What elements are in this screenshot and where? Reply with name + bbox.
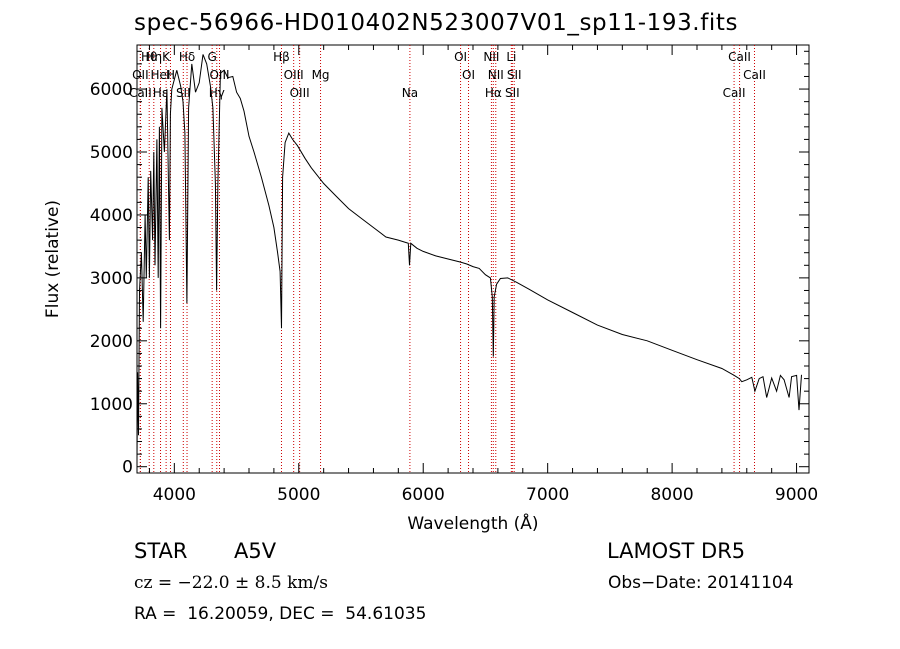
y-tick-label: 1000 (90, 395, 133, 415)
line-label: Na (402, 86, 418, 100)
line-label: HeI (151, 68, 171, 82)
object-class: STAR (134, 539, 188, 563)
line-label: Hθ (141, 50, 157, 64)
line-label: NII (483, 50, 499, 64)
line-label: OI (462, 68, 475, 82)
line-label: CaII (728, 50, 751, 64)
x-tick-label: 9000 (775, 485, 818, 505)
y-tick-label: 3000 (90, 269, 133, 289)
line-label: Mg (312, 68, 330, 82)
plot-frame (136, 44, 810, 474)
chart-title: spec-56966-HD010402N523007V01_sp11-193.f… (134, 10, 739, 36)
x-tick-label: 8000 (650, 485, 693, 505)
y-tick-label: 4000 (90, 206, 133, 226)
line-label: Hε (153, 86, 169, 100)
x-tick-label: 4000 (153, 485, 196, 505)
line-label: OI (454, 50, 467, 64)
y-tick-label: 5000 (90, 143, 133, 163)
x-tick-label: 7000 (526, 485, 569, 505)
line-label: H (166, 68, 175, 82)
line-label: Li (506, 50, 516, 64)
line-label: CaII (723, 86, 746, 100)
line-label: CaII (743, 68, 766, 82)
line-label: G (208, 50, 217, 64)
y-tick-label: 6000 (90, 80, 133, 100)
line-label: Hα (485, 86, 502, 100)
line-label: SII (176, 86, 191, 100)
spectrum-series (136, 54, 802, 461)
line-label: NII (488, 68, 504, 82)
x-tick-label: 5000 (277, 485, 320, 505)
x-tick-label: 6000 (402, 485, 445, 505)
line-label: SII (507, 68, 522, 82)
line-label: Hδ (179, 50, 195, 64)
line-label: OIII (290, 86, 310, 100)
line-label: OII (132, 68, 149, 82)
spectral-type: A5V (234, 539, 277, 563)
line-label: Hβ (273, 50, 290, 64)
line-label: Hγ (209, 86, 225, 100)
line-label: SII (505, 86, 520, 100)
survey-name: LAMOST DR5 (607, 539, 746, 563)
y-tick-label: 2000 (90, 332, 133, 352)
redshift-text: cz = −22.0 ± 8.5 km/s (134, 573, 328, 593)
y-axis-label: Flux (relative) (43, 200, 63, 318)
line-label: OIII (284, 68, 304, 82)
coordinates: RA = 16.20059, DEC = 54.61035 (134, 604, 427, 624)
obs-date: Obs−Date: 20141104 (608, 573, 794, 593)
line-label: Hη (145, 50, 162, 64)
line-label: K (162, 50, 171, 64)
x-axis-label: Wavelength (Å) (407, 512, 538, 534)
y-tick-label: 0 (122, 458, 133, 478)
